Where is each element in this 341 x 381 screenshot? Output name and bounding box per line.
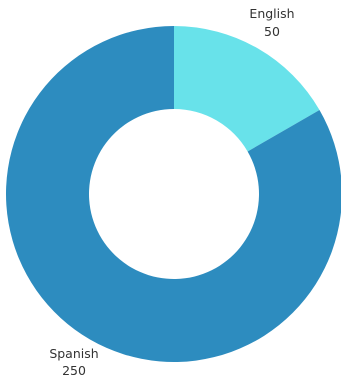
label-spanish-value: 250 [62, 363, 86, 378]
donut-slices [6, 26, 341, 362]
label-english-value: 50 [264, 24, 280, 39]
slice-labels: English 50 Spanish 250 [49, 6, 294, 378]
label-english-name: English [249, 6, 294, 21]
label-spanish-name: Spanish [49, 346, 98, 361]
slice-english [174, 26, 320, 152]
slice-spanish [6, 26, 341, 362]
